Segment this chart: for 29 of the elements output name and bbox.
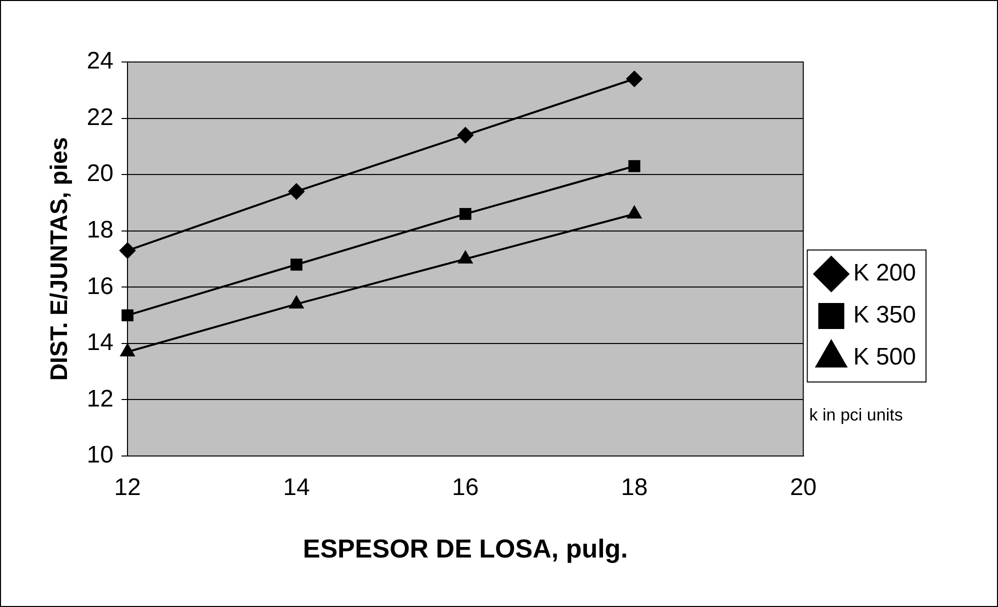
y-tick-label: 14 (86, 329, 114, 356)
x-tick-label: 12 (114, 474, 141, 502)
x-tick-label: 20 (790, 474, 817, 502)
point (289, 296, 304, 309)
y-tick-label: 12 (86, 385, 114, 412)
y-tick-label: 18 (86, 216, 114, 244)
y-tick-label: 24 (86, 48, 114, 75)
x-tick-label: 18 (620, 474, 648, 502)
point (122, 309, 134, 322)
point (457, 127, 474, 144)
legend-label: K 350 (853, 302, 916, 329)
y-tick-label: 16 (86, 272, 114, 300)
y-tick-label: 20 (86, 160, 114, 188)
x-axis-title: ESPESOR DE LOSA, pulg. (302, 534, 628, 564)
y-tick-label: 22 (86, 104, 114, 131)
text: k in pci units (809, 406, 903, 425)
point (120, 344, 135, 356)
x-tick-label: 14 (283, 474, 310, 502)
point (628, 160, 640, 172)
legend-label: K 500 (853, 344, 916, 371)
legend-label: K 200 (853, 260, 916, 287)
y-axis-title: DIST. E/JUNTAS, pies (46, 137, 74, 381)
point (459, 208, 472, 220)
point (288, 183, 304, 200)
point (458, 251, 472, 264)
point (626, 70, 642, 87)
y-tick-label: 10 (86, 442, 114, 469)
point (290, 258, 302, 271)
x-tick-label: 16 (452, 474, 479, 502)
